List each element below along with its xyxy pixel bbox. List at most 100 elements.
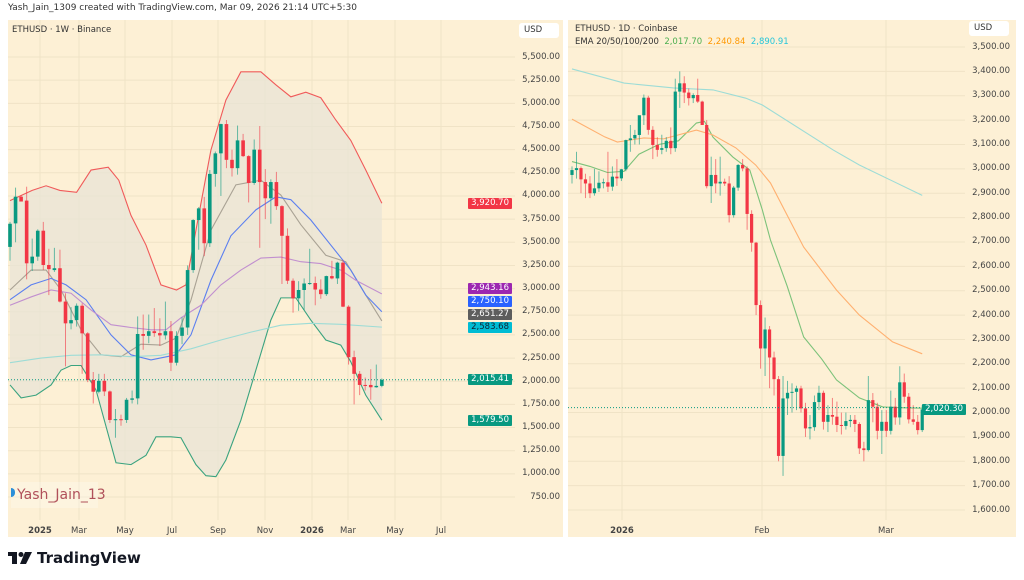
left-candle-body <box>330 276 334 279</box>
left-candle-body <box>319 289 323 295</box>
left-price-tick: 2,750.00 <box>522 306 560 317</box>
right-candle-body <box>651 129 655 145</box>
left-candle-body <box>346 306 351 358</box>
right-candle-body <box>673 91 677 149</box>
price-label-blue-ma: 2,750.10 <box>468 296 512 307</box>
right-candle-body <box>808 427 812 429</box>
right-price-tick: 2,300.00 <box>972 333 1010 344</box>
left-candle-body <box>219 124 223 154</box>
right-price-tick: 3,400.00 <box>972 65 1010 76</box>
left-currency-button[interactable]: USD <box>519 23 559 38</box>
right-candle-body <box>610 176 615 187</box>
right-candle-body <box>880 421 884 431</box>
right-candle-body <box>920 409 924 431</box>
left-price-tick: 3,000.00 <box>522 283 560 294</box>
right-candle-body <box>597 182 601 189</box>
left-price-tick: 1,500.00 <box>522 422 560 433</box>
left-candle-body <box>130 398 134 400</box>
right-candle-body <box>907 396 911 420</box>
left-candle-body <box>341 262 345 307</box>
right-candle-body <box>709 174 713 187</box>
left-indicator-line-5 <box>9 322 382 364</box>
right-candle-body <box>754 242 758 306</box>
left-time-tick: Jul <box>166 526 178 536</box>
left-candle-body <box>169 331 173 363</box>
left-time-tick: Mar <box>339 526 357 536</box>
right-candle-body <box>776 379 781 456</box>
right-price-tick: 2,600.00 <box>972 260 1010 271</box>
right-candle-body <box>669 140 673 149</box>
right-candle-body <box>628 138 632 141</box>
right-candle-body <box>794 388 799 392</box>
right-candle-body <box>898 382 902 418</box>
watermark-text: Yash_Jain_13 <box>17 487 106 503</box>
right-candle-body <box>579 168 583 180</box>
right-candle-body <box>606 182 610 187</box>
right-candle-body <box>574 168 579 171</box>
left-price-tick: 3,750.00 <box>522 213 560 224</box>
right-candle-body <box>570 170 574 175</box>
right-candle-body <box>911 419 915 422</box>
tradingview-logo-icon <box>8 552 32 564</box>
right-candle-body <box>592 188 597 194</box>
price-label-upper-band: 3,920.70 <box>468 198 512 209</box>
price-label-purple-ma: 2,943.16 <box>468 283 512 294</box>
left-candle-body <box>13 196 18 224</box>
right-currency-button[interactable]: USD <box>969 21 1009 36</box>
right-price-tick: 1,900.00 <box>972 431 1010 442</box>
price-label-lower-band: 1,579.50 <box>468 415 512 426</box>
left-candle-body <box>352 357 356 374</box>
left-candle-body <box>285 235 290 281</box>
ema100-value: 2,890.91 <box>750 37 789 47</box>
right-time-tick: 2026 <box>610 526 634 536</box>
left-price-tick: 4,000.00 <box>522 190 560 201</box>
left-price-tick: 2,000.00 <box>522 375 560 386</box>
left-time-tick: Jul <box>435 526 447 536</box>
left-price-tick: 1,250.00 <box>522 445 560 456</box>
right-candle-body <box>727 183 731 216</box>
left-candle-body <box>85 333 90 381</box>
right-price-tick: 2,700.00 <box>972 236 1010 247</box>
left-candle-body <box>52 268 57 271</box>
price-label-basis: 2,651.27 <box>468 309 512 320</box>
left-time-tick: 2025 <box>28 526 52 536</box>
right-candle-body <box>835 416 839 425</box>
right-time-tick: Feb <box>754 526 770 536</box>
right-price-tick: 2,500.00 <box>972 285 1010 296</box>
right-candle-body <box>660 148 664 150</box>
left-candle-body <box>335 262 340 279</box>
right-candle-body <box>615 176 619 179</box>
right-candle-body <box>705 124 709 187</box>
tradingview-logo[interactable]: TradingView <box>8 549 141 567</box>
left-candle-body <box>91 380 96 392</box>
left-candle-body <box>152 331 157 334</box>
left-candle-body <box>97 380 101 392</box>
left-price-tick: 2,250.00 <box>522 352 560 363</box>
right-price-tick: 1,700.00 <box>972 480 1010 491</box>
right-candle-body <box>826 414 830 422</box>
left-candle-body <box>35 230 40 257</box>
left-price-tick: 4,250.00 <box>522 167 560 178</box>
left-candle-body <box>102 380 107 392</box>
right-candle-body <box>902 382 906 397</box>
right-price-tick: 2,200.00 <box>972 358 1010 369</box>
left-candle-body <box>41 230 46 265</box>
left-price-tick: 5,500.00 <box>522 51 560 62</box>
right-price-tick: 3,200.00 <box>972 114 1010 125</box>
right-candle-body <box>723 181 727 184</box>
right-candle-body <box>646 97 650 130</box>
ema-legend: EMA 20/50/100/200 2,017.70 2,240.84 2,89… <box>575 37 789 48</box>
right-candle-body <box>875 406 879 431</box>
price-label-last: 2,015.41 <box>468 374 512 385</box>
right-candle-body <box>691 95 695 99</box>
left-price-tick: 3,250.00 <box>522 259 560 270</box>
right-candle-body <box>601 182 606 184</box>
right-price-tick: 2,100.00 <box>972 382 1010 393</box>
left-time-tick: Mar <box>70 526 88 536</box>
left-candle-body <box>380 379 384 386</box>
left-candle-body <box>124 399 129 420</box>
left-price-tick: 750.00 <box>530 491 560 502</box>
right-candle-body <box>817 392 821 403</box>
right-candle-body <box>772 357 776 380</box>
